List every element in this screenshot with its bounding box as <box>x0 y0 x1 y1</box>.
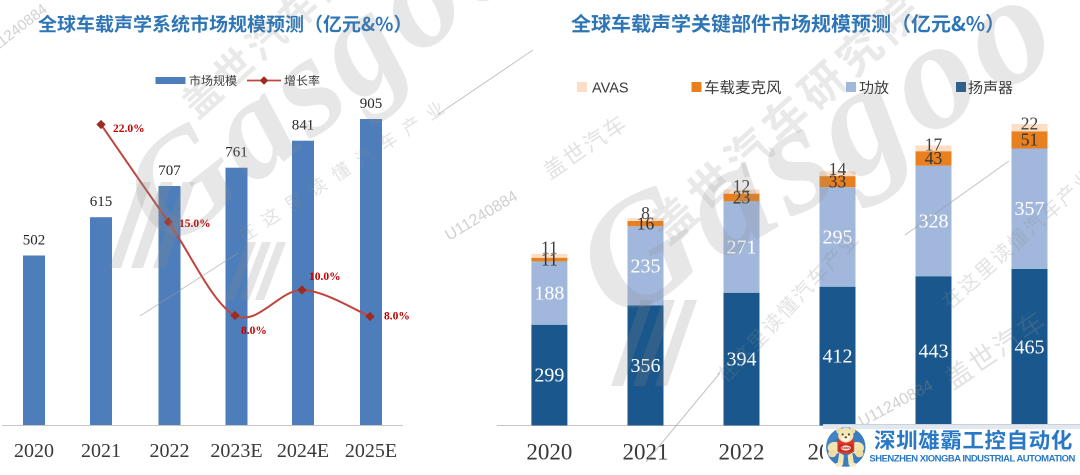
svg-text:465: 465 <box>1015 337 1045 359</box>
svg-text:443: 443 <box>919 341 949 363</box>
svg-text:271: 271 <box>727 237 757 259</box>
svg-text:33: 33 <box>829 172 847 192</box>
svg-text:2023E: 2023E <box>210 440 262 462</box>
svg-text:299: 299 <box>534 365 564 387</box>
svg-text:8.0%: 8.0% <box>241 325 267 337</box>
svg-text:707: 707 <box>158 163 181 179</box>
svg-text:Bears: Bears <box>841 446 850 450</box>
svg-text:188: 188 <box>534 283 564 305</box>
svg-text:841: 841 <box>292 118 315 134</box>
svg-text:22.0%: 22.0% <box>113 123 145 135</box>
svg-text:2020: 2020 <box>526 440 572 465</box>
svg-text:2022: 2022 <box>719 440 765 465</box>
svg-text:2025E: 2025E <box>345 440 397 462</box>
svg-text:43: 43 <box>925 148 943 168</box>
svg-text:12: 12 <box>733 176 751 196</box>
svg-text:17: 17 <box>925 135 943 155</box>
svg-text:SHENZHEN XIONGBA INDUSTRIAL AU: SHENZHEN XIONGBA INDUSTRIAL AUTOMATION <box>869 454 1075 465</box>
svg-text:394: 394 <box>727 349 757 371</box>
svg-text:16: 16 <box>637 213 655 233</box>
svg-text:615: 615 <box>90 194 113 210</box>
svg-text:357: 357 <box>1015 198 1045 220</box>
svg-text:328: 328 <box>919 211 949 233</box>
svg-text:2022: 2022 <box>150 440 190 462</box>
svg-text:356: 356 <box>631 355 661 377</box>
svg-text:235: 235 <box>631 256 661 278</box>
svg-text:761: 761 <box>225 145 248 161</box>
svg-text:10.0%: 10.0% <box>309 271 341 283</box>
svg-text:14: 14 <box>829 159 847 179</box>
svg-text:22: 22 <box>1021 113 1039 133</box>
svg-text:2020: 2020 <box>14 440 54 462</box>
svg-text:11: 11 <box>541 249 558 269</box>
svg-text:412: 412 <box>823 346 853 368</box>
svg-text:AVAS: AVAS <box>592 81 629 97</box>
svg-text:11: 11 <box>541 238 558 258</box>
svg-text:905: 905 <box>360 96 383 112</box>
svg-text:2021: 2021 <box>81 440 121 462</box>
svg-text:23: 23 <box>733 187 751 207</box>
svg-text:502: 502 <box>23 233 46 249</box>
svg-text:8: 8 <box>641 203 650 223</box>
svg-text:51: 51 <box>1021 130 1039 150</box>
svg-text:15.0%: 15.0% <box>179 218 211 230</box>
svg-text:8.0%: 8.0% <box>384 311 410 323</box>
svg-text:2024E: 2024E <box>277 440 329 462</box>
